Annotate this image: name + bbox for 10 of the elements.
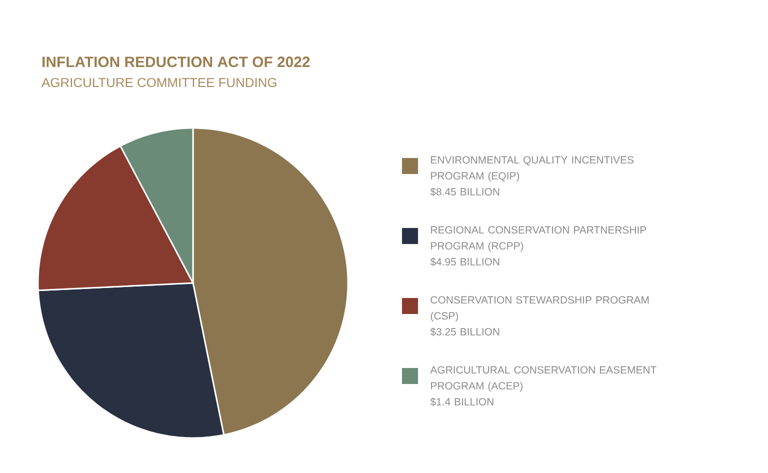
legend-label: CONSERVATION STEWARDSHIP PROGRAM (CSP) [430, 296, 649, 322]
data-label: $4.95 BILLION [430, 258, 500, 266]
chart-subtitle: AGRICULTURE COMMITTEE FUNDING [42, 78, 276, 88]
chart-title: INFLATION REDUCTION ACT OF 2022 [42, 56, 310, 68]
legend-label: AGRICULTURAL CONSERVATION EASEMENT PROGRAM (ACEP) [430, 366, 656, 392]
legend-label: REGIONAL CONSERVATION PARTNERSHIP PROGRAM (RCPP) [431, 226, 646, 252]
data-label: $8.45 BILLION [430, 188, 500, 196]
data-label: $1.4 BILLION [430, 398, 494, 406]
legend-label: ENVIRONMENTAL QUALITY INCENTIVES PROGRAM (EQIP) [431, 156, 634, 182]
data-label: $3.25 BILLION [430, 328, 500, 336]
